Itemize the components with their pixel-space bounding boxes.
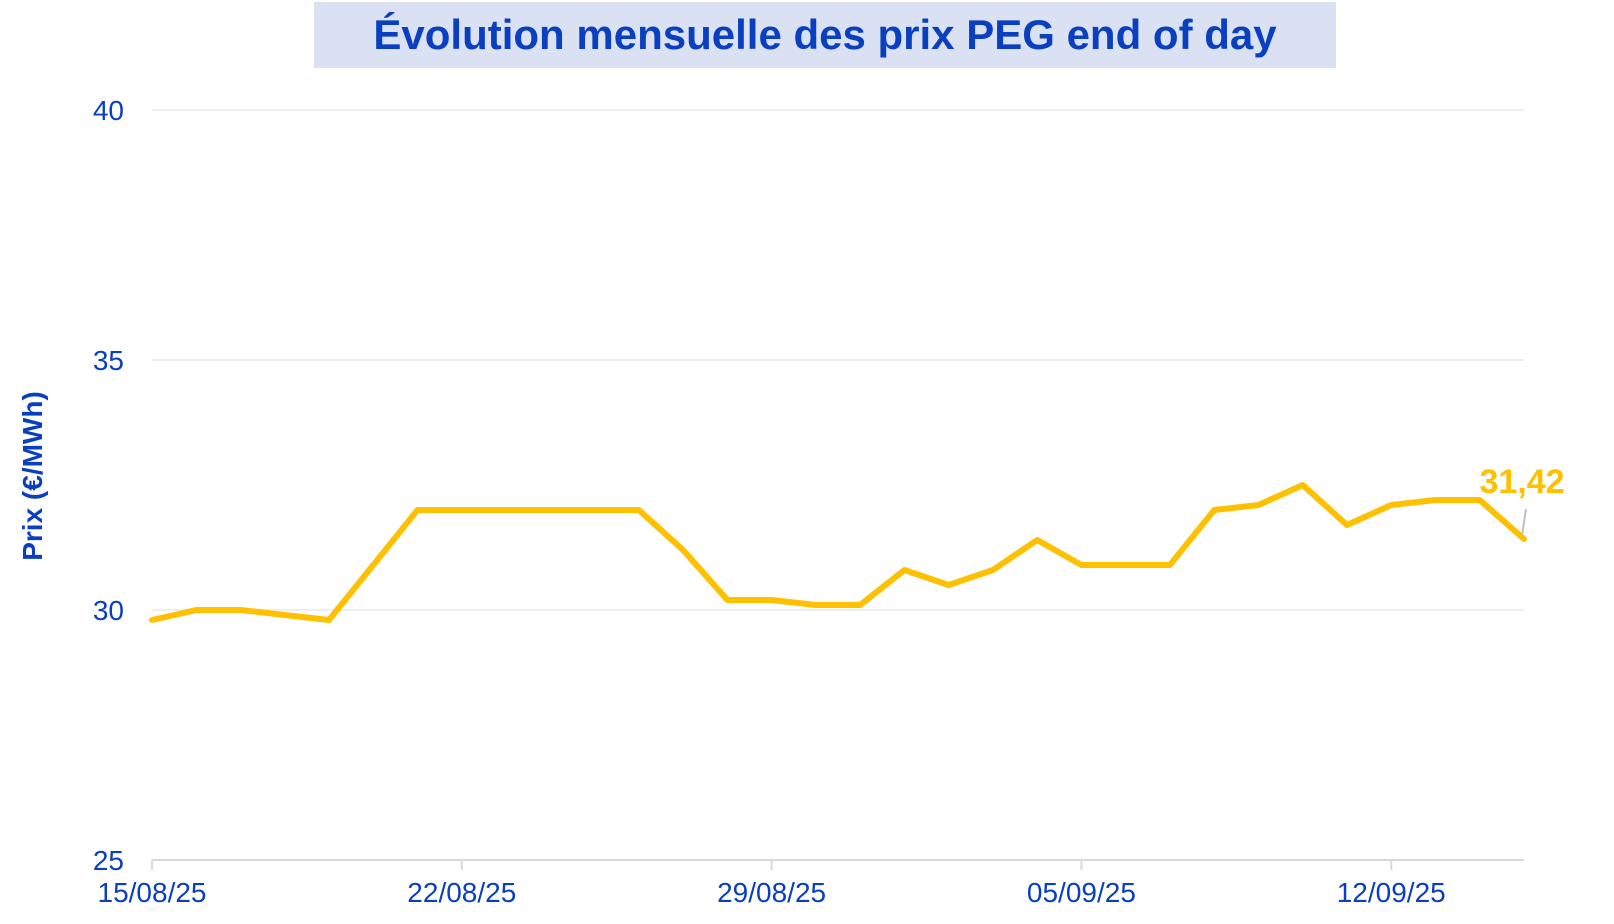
y-axis-label: Prix (€/MWh) [17, 391, 48, 561]
y-tick-label: 25 [93, 845, 124, 876]
gridlines [152, 109, 1524, 611]
x-tick-label: 22/08/25 [407, 877, 516, 908]
data-label-leader [1521, 508, 1527, 536]
price-series-line [149, 482, 1527, 623]
x-tick-label: 15/08/25 [98, 877, 207, 908]
x-tick-label: 29/08/25 [717, 877, 826, 908]
y-tick-label: 35 [93, 345, 124, 376]
y-ticks: 25 30 35 40 [93, 95, 124, 876]
x-tick-label: 05/09/25 [1027, 877, 1136, 908]
last-value-label: 31,42 [1479, 463, 1564, 501]
y-tick-label: 30 [93, 595, 124, 626]
y-tick-label: 40 [93, 95, 124, 126]
chart-title: Évolution mensuelle des prix PEG end of … [314, 2, 1336, 68]
x-ticks: 15/08/25 22/08/25 29/08/25 05/09/25 12/09/25 [98, 860, 1446, 908]
x-tick-label: 12/09/25 [1337, 877, 1446, 908]
